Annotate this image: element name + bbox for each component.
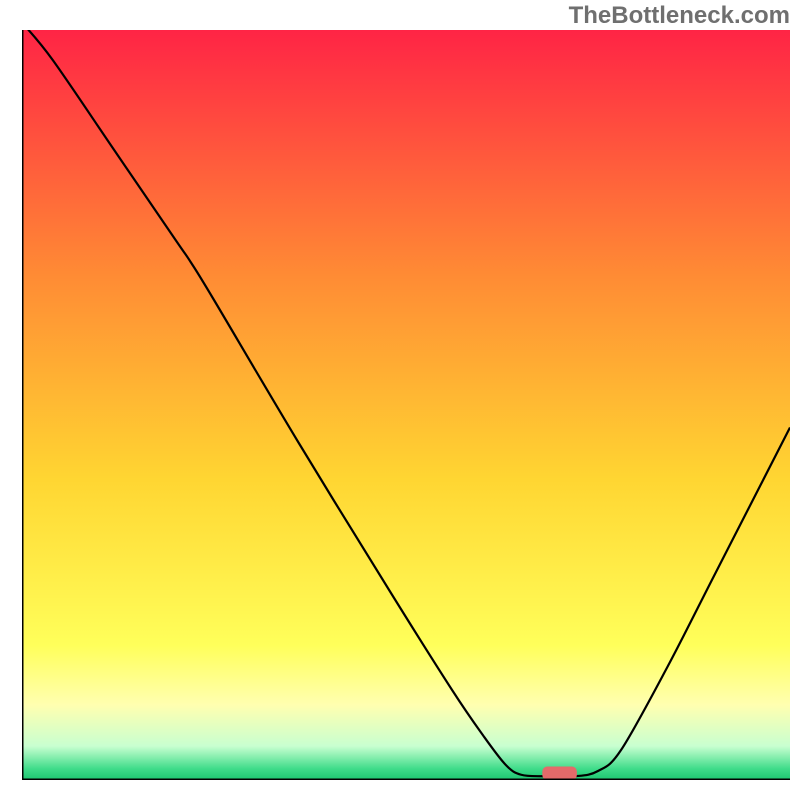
chart-background: [22, 30, 790, 780]
chart-container: TheBottleneck.com: [0, 0, 800, 800]
highlight-marker: [542, 767, 577, 781]
plot-area: [22, 30, 790, 780]
watermark-text: TheBottleneck.com: [569, 2, 790, 30]
gradient-chart-svg: [22, 30, 790, 780]
